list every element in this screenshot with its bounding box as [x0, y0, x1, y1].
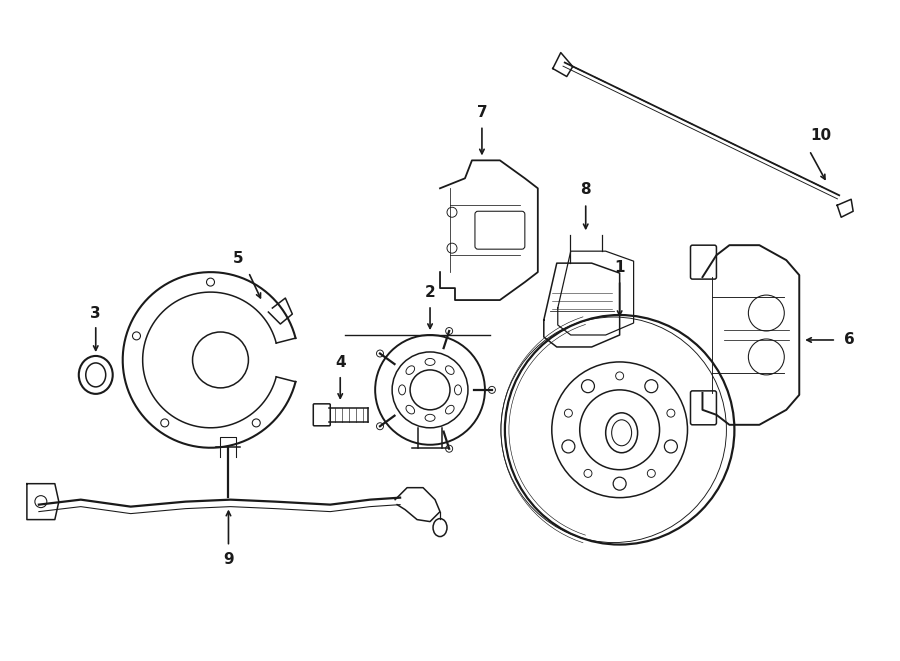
Text: 3: 3 [90, 305, 101, 321]
Text: 8: 8 [580, 182, 591, 197]
Text: 2: 2 [425, 285, 436, 299]
Text: 10: 10 [811, 128, 832, 143]
Text: 5: 5 [233, 251, 244, 266]
Text: 1: 1 [615, 260, 625, 274]
Text: 6: 6 [844, 332, 854, 348]
Text: 9: 9 [223, 552, 234, 567]
Text: 7: 7 [477, 105, 487, 120]
Text: 4: 4 [335, 356, 346, 370]
